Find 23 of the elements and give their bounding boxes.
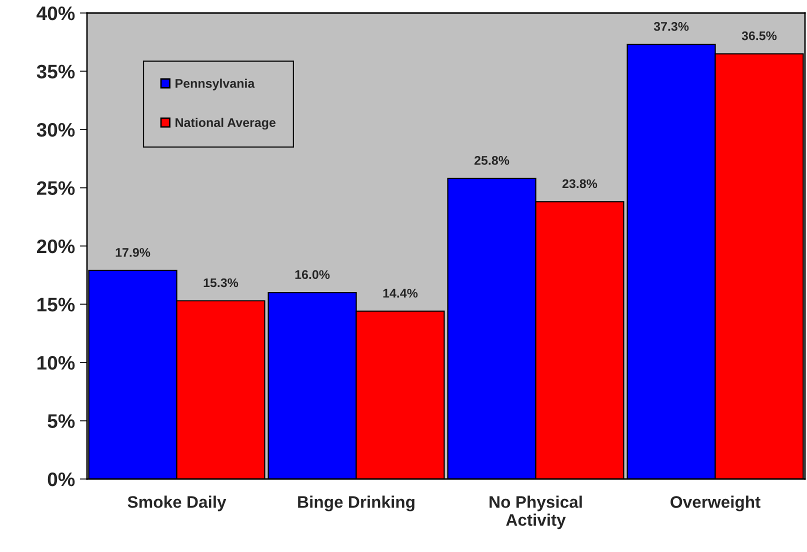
y-tick-label: 40% [36, 6, 75, 20]
legend-label: National Average [176, 118, 276, 130]
data-label: 17.9% [116, 248, 150, 257]
data-label: 23.8% [562, 179, 598, 188]
y-tick-label: 20% [36, 239, 75, 254]
x-tick-label: Binge Drinking [298, 496, 414, 512]
data-label: 25.8% [474, 156, 510, 165]
x-tick-label: Smoke Daily [128, 496, 226, 512]
data-label: 14.4% [383, 288, 418, 298]
y-tick-label: 25% [36, 181, 75, 195]
y-tick-label: 15% [38, 298, 75, 312]
y-tick-label: 30% [36, 122, 75, 137]
y-tick-label: 0% [48, 472, 75, 486]
data-label: 16.0% [295, 270, 330, 280]
x-tick-label: Overweight [670, 496, 760, 512]
legend-label: Pennsylvania [176, 78, 255, 90]
data-label: 37.3% [654, 22, 689, 31]
y-tick-label: 10% [38, 356, 75, 370]
data-label: 15.3% [204, 278, 238, 288]
y-tick-label: 5% [48, 414, 75, 428]
x-tick-label: No Physical Activity [490, 496, 582, 530]
data-label: 36.5% [742, 31, 777, 40]
y-tick-label: 35% [36, 64, 75, 79]
